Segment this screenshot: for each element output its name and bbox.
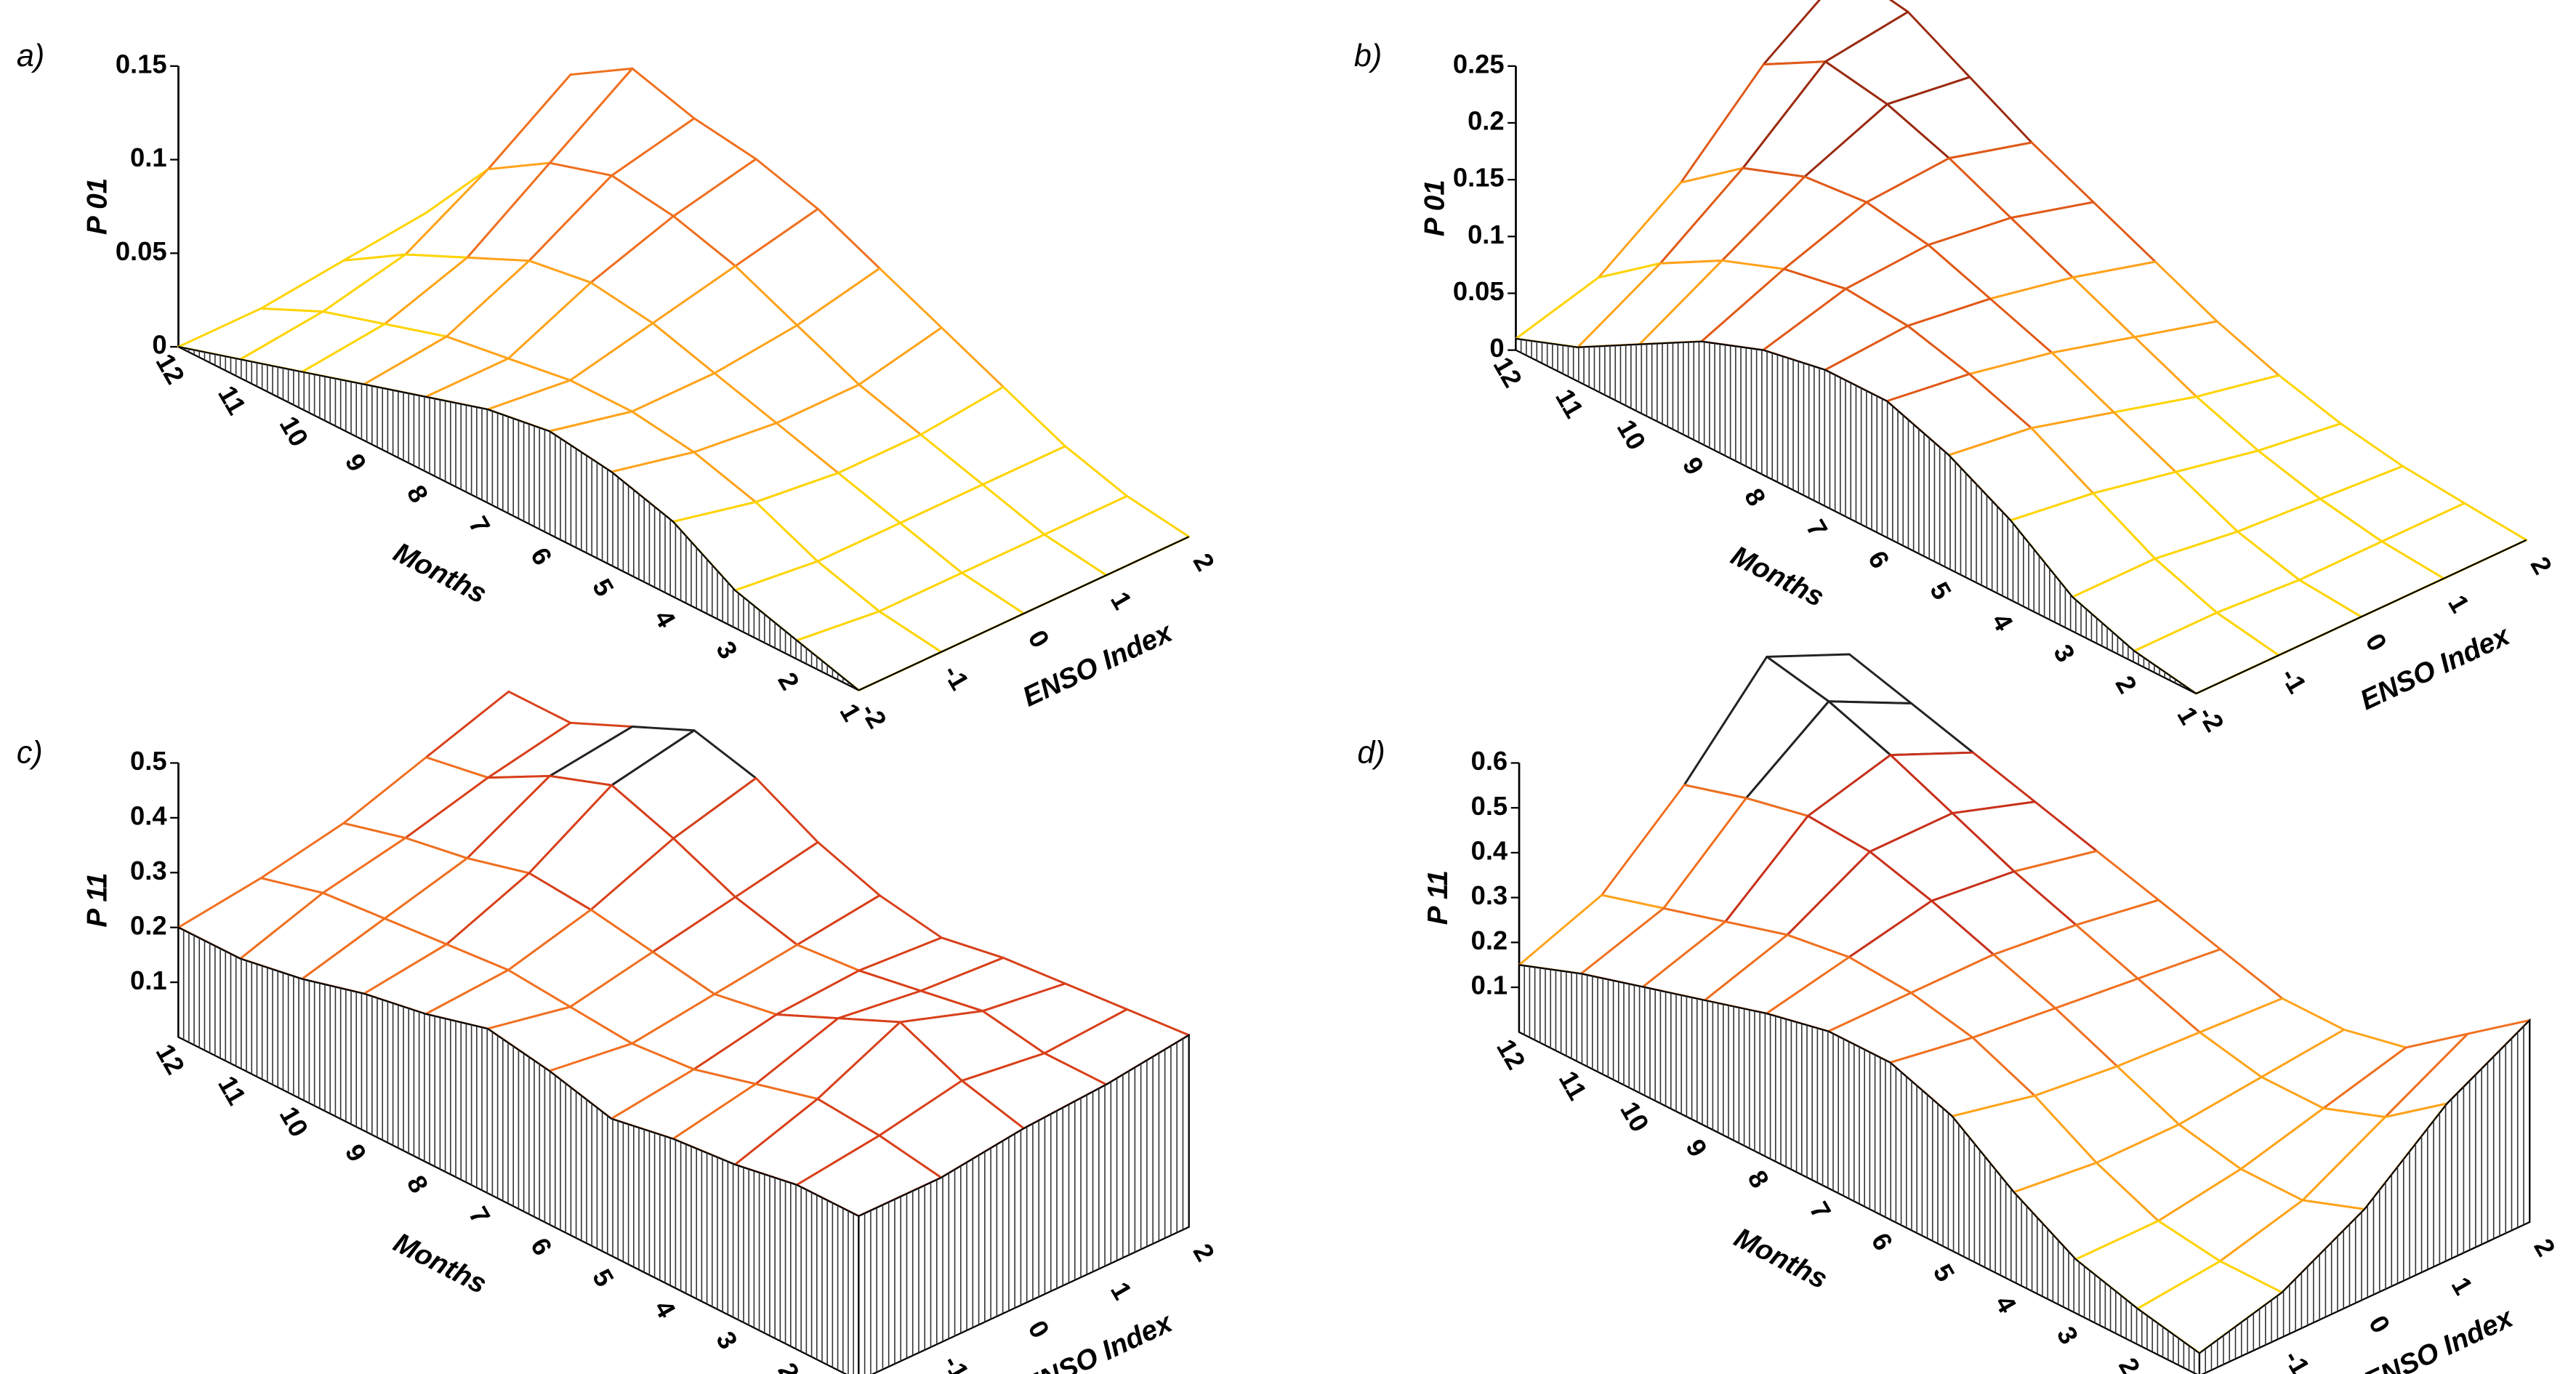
x-tick-label: 7 [1800, 515, 1834, 542]
y-tick-label: 1 [2442, 590, 2476, 618]
y-tick-label: 2 [2525, 552, 2559, 579]
y-tick-label: -1 [2275, 663, 2313, 698]
x-tick-label: 4 [648, 1295, 682, 1324]
y-tick-label: 2 [1188, 1239, 1221, 1266]
z-tick-label: 0.1 [1471, 971, 1508, 1000]
y-tick-label: -1 [938, 1350, 975, 1374]
x-tick-label: 4 [1986, 608, 2019, 637]
z-tick-label: 0.4 [130, 801, 167, 831]
x-axis-title: Months [389, 537, 492, 610]
panel-label: b) [1354, 39, 1382, 73]
y-tick-label: -1 [938, 659, 975, 694]
y-tick-label: 1 [1105, 1277, 1138, 1305]
side-wall [2195, 539, 2527, 695]
z-tick-label: 0.1 [130, 142, 167, 172]
y-tick-label: 0 [2359, 628, 2393, 656]
z-tick-label: 0.05 [1453, 276, 1505, 306]
z-axis-title: P 01 [82, 178, 113, 235]
z-tick-label: 0.2 [1471, 925, 1508, 955]
x-tick-label: 8 [1739, 483, 1772, 511]
x-tick-label: 6 [525, 1233, 558, 1261]
z-tick-label: 0.5 [1471, 791, 1508, 821]
x-tick-label: 7 [463, 1202, 496, 1229]
z-axis-title: P 11 [1422, 870, 1454, 925]
z-tick-label: 0.2 [130, 910, 167, 940]
z-tick-label: 0.25 [1453, 49, 1505, 79]
x-axis-title: Months [1726, 540, 1830, 614]
x-tick-label: 3 [2051, 1322, 2085, 1349]
x-tick-label: 5 [587, 1264, 620, 1292]
y-tick-label: 1 [1105, 587, 1138, 614]
x-axis-title: Months [389, 1227, 492, 1301]
x-tick-label: 3 [710, 636, 744, 664]
y-axis-title: ENSO Index [2359, 1301, 2519, 1374]
x-tick-label: 11 [1550, 384, 1590, 423]
x-tick-label: 6 [525, 542, 558, 570]
z-tick-label: 0 [1489, 333, 1504, 363]
y-tick-label: -1 [2278, 1345, 2316, 1374]
x-tick-label: 6 [1862, 546, 1896, 574]
z-tick-label: 0.5 [130, 746, 167, 776]
x-tick-label: 8 [401, 1170, 435, 1198]
x-axis-title: Months [1729, 1222, 1832, 1295]
z-axis-title: P 11 [82, 872, 113, 927]
panel-label: a) [17, 39, 44, 73]
x-tick-label: 9 [1677, 452, 1710, 480]
x-tick-label: 8 [1742, 1165, 1775, 1193]
panel-label: d) [1357, 736, 1385, 771]
x-tick-label: 11 [1553, 1066, 1593, 1105]
x-tick-label: 3 [710, 1327, 744, 1354]
x-tick-label: 5 [1928, 1259, 1961, 1287]
x-tick-label: 7 [1804, 1197, 1838, 1224]
y-tick-label: 0 [2363, 1311, 2396, 1338]
x-tick-label: 6 [1866, 1228, 1899, 1256]
x-tick-label: 8 [401, 480, 435, 507]
z-tick-label: 0 [152, 330, 166, 360]
z-tick-label: 0.15 [1453, 163, 1505, 193]
x-tick-label: 11 [212, 1071, 252, 1110]
z-tick-label: 0.05 [116, 236, 167, 266]
z-axis-title: P 01 [1420, 180, 1451, 236]
z-tick-label: 0.4 [1471, 836, 1508, 866]
x-tick-label: 10 [274, 411, 315, 452]
y-tick-label: 0 [1022, 1315, 1055, 1343]
z-tick-label: 0.3 [1471, 880, 1508, 910]
side-wall [858, 536, 1190, 691]
x-tick-label: 2 [2109, 670, 2143, 698]
y-tick-label: 0 [1022, 625, 1055, 653]
z-tick-label: 0.2 [1468, 106, 1505, 136]
x-tick-label: 9 [1680, 1134, 1713, 1162]
z-tick-label: 0.3 [130, 856, 167, 885]
x-tick-label: 12 [1491, 1034, 1531, 1074]
y-tick-label: 2 [1188, 548, 1221, 576]
z-tick-label: 0.6 [1471, 746, 1508, 776]
x-tick-label: 3 [2048, 640, 2081, 667]
panel-label: c) [17, 736, 43, 771]
x-tick-label: 2 [772, 667, 805, 695]
x-tick-label: 7 [463, 511, 496, 539]
x-tick-label: 12 [150, 1039, 190, 1080]
z-tick-label: 0.1 [130, 965, 167, 995]
x-tick-label: 4 [648, 605, 682, 633]
x-tick-label: 10 [1611, 414, 1652, 455]
x-tick-label: 2 [2113, 1353, 2146, 1374]
x-tick-label: 10 [1614, 1096, 1655, 1137]
x-tick-label: 9 [339, 1139, 373, 1167]
y-tick-label: 2 [2528, 1234, 2561, 1261]
z-tick-label: 0.15 [116, 49, 167, 79]
x-tick-label: 4 [1989, 1290, 2023, 1319]
x-tick-label: 10 [274, 1101, 315, 1142]
x-tick-label: 5 [1924, 577, 1957, 605]
z-tick-label: 0.1 [1468, 220, 1505, 249]
x-tick-label: 11 [212, 380, 252, 419]
y-tick-label: 1 [2446, 1272, 2479, 1300]
y-axis-title: ENSO Index [1018, 1306, 1178, 1374]
x-tick-label: 5 [587, 574, 620, 601]
x-tick-label: 2 [772, 1357, 805, 1374]
x-tick-label: 9 [339, 449, 373, 476]
